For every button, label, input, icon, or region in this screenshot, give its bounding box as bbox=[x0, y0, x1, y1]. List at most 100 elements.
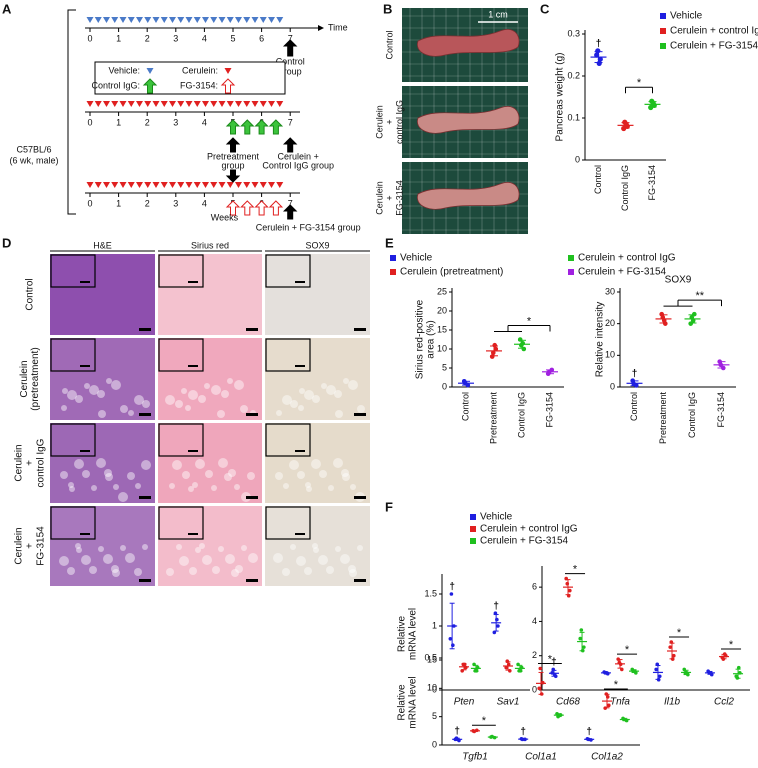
triangle bbox=[235, 182, 242, 188]
triangle bbox=[185, 182, 193, 188]
arrow bbox=[268, 200, 284, 216]
triangle bbox=[202, 182, 209, 188]
panel-label: D bbox=[2, 235, 11, 250]
tick-label: 1 bbox=[116, 33, 121, 43]
point bbox=[505, 659, 510, 663]
scale-bar bbox=[139, 328, 151, 331]
point bbox=[519, 665, 524, 670]
point bbox=[565, 581, 570, 586]
texture bbox=[76, 547, 82, 553]
texture bbox=[225, 554, 235, 564]
point bbox=[460, 669, 465, 673]
texture bbox=[231, 569, 239, 577]
point bbox=[496, 624, 500, 628]
y-tick-label: 2 bbox=[532, 650, 537, 660]
triangle bbox=[160, 17, 168, 23]
texture bbox=[241, 545, 247, 551]
x-tick-label: Ccl2 bbox=[714, 697, 734, 708]
legend-label: Vehicle bbox=[670, 11, 703, 22]
x-tick-label: Sav1 bbox=[497, 697, 520, 708]
texture bbox=[328, 485, 334, 491]
column-header: H&E bbox=[93, 240, 112, 250]
column-header: Sirius red bbox=[191, 240, 229, 250]
y-tick-label: 30 bbox=[605, 286, 615, 296]
point bbox=[475, 665, 480, 670]
triangle bbox=[94, 101, 102, 107]
texture bbox=[91, 485, 97, 491]
texture bbox=[142, 400, 150, 408]
triangle bbox=[276, 101, 284, 107]
point bbox=[632, 669, 637, 673]
arrow bbox=[225, 169, 241, 183]
y-tick-label: 0 bbox=[432, 739, 437, 749]
texture bbox=[312, 395, 320, 403]
texture bbox=[304, 390, 314, 400]
y-axis-label: mRNA level bbox=[408, 608, 419, 660]
point bbox=[492, 735, 497, 740]
triangle bbox=[218, 101, 226, 107]
panel-label: B bbox=[383, 1, 392, 16]
arrow bbox=[268, 119, 284, 135]
point bbox=[541, 680, 545, 685]
texture bbox=[342, 473, 350, 481]
texture bbox=[185, 405, 191, 411]
triangle bbox=[210, 101, 218, 107]
texture bbox=[81, 555, 91, 565]
triangle bbox=[111, 101, 119, 107]
texture bbox=[335, 546, 341, 552]
point bbox=[449, 592, 454, 596]
sig-label: * bbox=[677, 627, 682, 639]
inset bbox=[265, 254, 311, 288]
label: (pretreatment) bbox=[30, 347, 41, 410]
triangle bbox=[193, 17, 201, 23]
texture bbox=[59, 556, 69, 566]
arrow bbox=[225, 200, 241, 216]
texture bbox=[60, 471, 68, 479]
triangle bbox=[276, 17, 284, 23]
texture bbox=[181, 388, 187, 394]
tick-label: 4 bbox=[202, 33, 207, 43]
point bbox=[475, 728, 479, 733]
point bbox=[537, 686, 541, 691]
point bbox=[659, 311, 664, 317]
point bbox=[607, 703, 611, 708]
point bbox=[706, 669, 710, 673]
point bbox=[623, 121, 629, 127]
point bbox=[457, 738, 461, 743]
y-axis-label: area (%) bbox=[426, 320, 437, 358]
legend-label: Cerulein + FG-3154 bbox=[670, 41, 758, 52]
inset-scale bbox=[188, 281, 198, 283]
texture bbox=[127, 472, 135, 480]
texture bbox=[350, 484, 356, 490]
sig-label: * bbox=[614, 679, 619, 691]
point bbox=[462, 662, 467, 667]
column-header: SOX9 bbox=[305, 240, 329, 250]
arrow bbox=[282, 204, 298, 220]
label: Vehicle: bbox=[108, 65, 140, 75]
dagger: † bbox=[493, 601, 499, 612]
dagger: † bbox=[520, 726, 526, 737]
point bbox=[566, 593, 571, 598]
texture bbox=[333, 458, 343, 468]
point bbox=[472, 662, 476, 667]
y-tick-label: 20 bbox=[437, 305, 447, 315]
texture bbox=[179, 556, 189, 566]
triangle bbox=[136, 101, 143, 107]
texture bbox=[111, 565, 119, 573]
texture bbox=[318, 555, 328, 565]
legend-label: Cerulein + control IgG bbox=[578, 253, 676, 264]
tick-label: 2 bbox=[145, 33, 150, 43]
texture bbox=[98, 410, 106, 418]
triangle bbox=[152, 182, 160, 188]
y-tick-label: 15 bbox=[437, 324, 447, 334]
arrow bbox=[282, 137, 298, 153]
triangle bbox=[235, 17, 242, 23]
texture bbox=[67, 567, 75, 575]
arrow bbox=[225, 137, 241, 153]
texture bbox=[198, 395, 206, 403]
label: Cerulein bbox=[19, 360, 30, 397]
triangle bbox=[103, 101, 110, 107]
triangle bbox=[119, 182, 127, 188]
triangle bbox=[160, 101, 168, 107]
